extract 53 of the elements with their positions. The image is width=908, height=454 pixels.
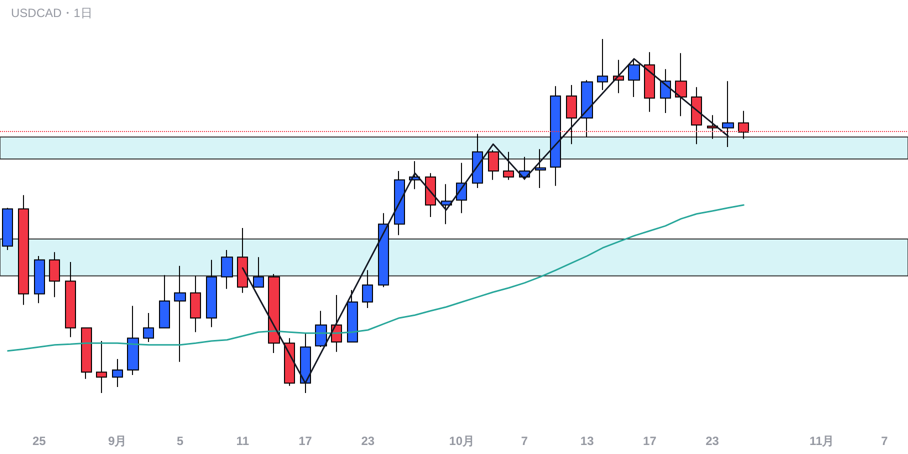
candlestick <box>190 275 201 333</box>
candlestick <box>112 358 123 388</box>
candlestick <box>143 312 154 343</box>
candlestick <box>535 148 546 189</box>
candlestick <box>206 259 217 328</box>
candlestick <box>628 58 640 98</box>
candlestick <box>644 52 655 112</box>
candlestick <box>237 228 248 294</box>
candlestick <box>503 151 514 180</box>
candlestick <box>268 274 280 354</box>
x-tick-label: 11 <box>236 434 250 448</box>
candlestick <box>488 150 499 180</box>
candlestick <box>660 68 671 114</box>
candlestick <box>96 340 107 394</box>
x-tick-label: 9月 <box>108 434 127 448</box>
x-tick-label: 10月 <box>449 434 475 448</box>
x-tick-label: 7 <box>521 434 528 448</box>
x-tick-label: 23 <box>706 434 720 448</box>
candlestick <box>394 170 405 236</box>
candlestick <box>34 256 45 304</box>
x-tick-label: 13 <box>580 434 594 448</box>
x-tick-label: 17 <box>643 434 657 448</box>
x-tick-label: 11月 <box>810 434 834 448</box>
candlestick <box>253 256 264 288</box>
x-tick-label: 17 <box>298 434 312 448</box>
x-tick-label: 7 <box>881 434 888 448</box>
candlestick <box>284 338 295 386</box>
candlestick <box>81 327 92 380</box>
candlestick <box>425 172 436 218</box>
candlestick <box>378 212 389 288</box>
candlestick <box>315 310 327 348</box>
candlestick <box>18 194 29 306</box>
candlestick <box>65 262 76 338</box>
candlestick <box>441 184 452 225</box>
x-tick-label: 5 <box>176 434 184 448</box>
candlestick <box>362 270 373 309</box>
candlestick <box>581 80 593 138</box>
x-tick-label: 25 <box>32 434 46 448</box>
candlestick <box>472 133 483 189</box>
candlestick <box>49 252 60 298</box>
candlestick <box>127 305 139 376</box>
candlestick <box>722 80 734 148</box>
candlestick <box>174 265 186 362</box>
candlestick <box>347 289 358 343</box>
candlestick <box>2 207 13 250</box>
x-tick-label: 23 <box>361 434 375 448</box>
chart-title: USDCAD・1日 <box>11 6 92 20</box>
candlestick <box>675 52 687 117</box>
candlestick <box>221 249 233 290</box>
candlestick <box>550 86 561 186</box>
candlestick <box>159 274 170 328</box>
candlestick <box>597 38 608 90</box>
candlestick <box>300 332 311 394</box>
